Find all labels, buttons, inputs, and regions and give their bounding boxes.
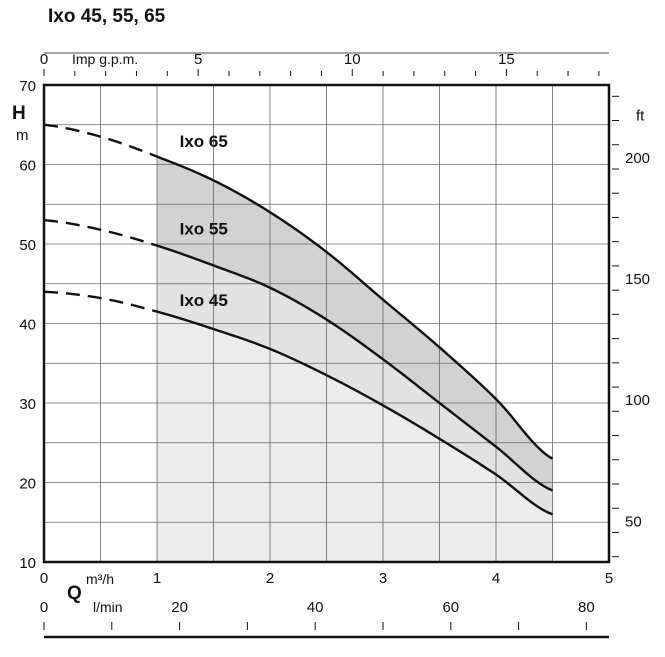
right-axis-unit: ft	[636, 108, 645, 125]
top-tick-label: 5	[194, 51, 202, 68]
y-tick-label: 40	[19, 317, 36, 334]
curve-ixo-45-dashed	[43, 290, 158, 313]
lmin-axis-unit: l/min	[93, 599, 123, 615]
y-axis-unit: m	[16, 127, 29, 144]
x-tick-label: 5	[605, 570, 613, 587]
y-tick-label: 20	[19, 476, 36, 493]
series-label: Ixo 45	[180, 291, 228, 310]
x-tick-label: 1	[153, 570, 161, 587]
top-axis-unit: Imp g.p.m.	[72, 51, 138, 67]
x-tick-label: 0	[40, 570, 48, 587]
shaded-area-ixo-45	[157, 311, 553, 562]
x-tick-label: 4	[492, 570, 500, 587]
right-tick-label: 100	[625, 392, 650, 409]
x-tick-label: 3	[379, 570, 387, 587]
y-tick-label: 10	[19, 555, 36, 572]
y-tick-label: 30	[19, 396, 36, 413]
top-tick-label: 10	[344, 51, 361, 68]
curve-ixo-55	[156, 244, 553, 492]
right-tick-label: 150	[625, 271, 650, 288]
right-tick-label: 50	[625, 513, 642, 530]
curve-ixo-45	[156, 310, 553, 516]
series-label: Ixo 65	[180, 132, 228, 151]
curve-ixo-65	[156, 155, 554, 460]
lmin-tick-label: 60	[442, 599, 459, 616]
y-tick-label: 70	[19, 78, 36, 95]
lmin-tick-label: 20	[171, 599, 188, 616]
y-tick-label: 50	[19, 237, 36, 254]
lmin-tick-label: 40	[307, 599, 324, 616]
top-tick-label: 0	[40, 51, 48, 68]
series-label: Ixo 55	[180, 219, 228, 238]
x-tick-label: 2	[266, 570, 274, 587]
lmin-tick-label: 0	[40, 599, 48, 616]
y-tick-label: 60	[19, 158, 36, 175]
curve-ixo-55-dashed	[43, 218, 158, 247]
curve-ixo-65-dashed	[43, 123, 158, 158]
x-axis-symbol: Q	[67, 583, 82, 604]
chart-title: Ixo 45, 55, 65	[48, 6, 166, 27]
plot-frame	[42, 83, 611, 564]
y-axis-symbol: H	[12, 103, 26, 124]
x-axis-unit: m³/h	[86, 571, 114, 587]
right-tick-label: 200	[625, 150, 650, 167]
lmin-tick-label: 80	[578, 599, 595, 616]
top-tick-label: 15	[498, 51, 515, 68]
